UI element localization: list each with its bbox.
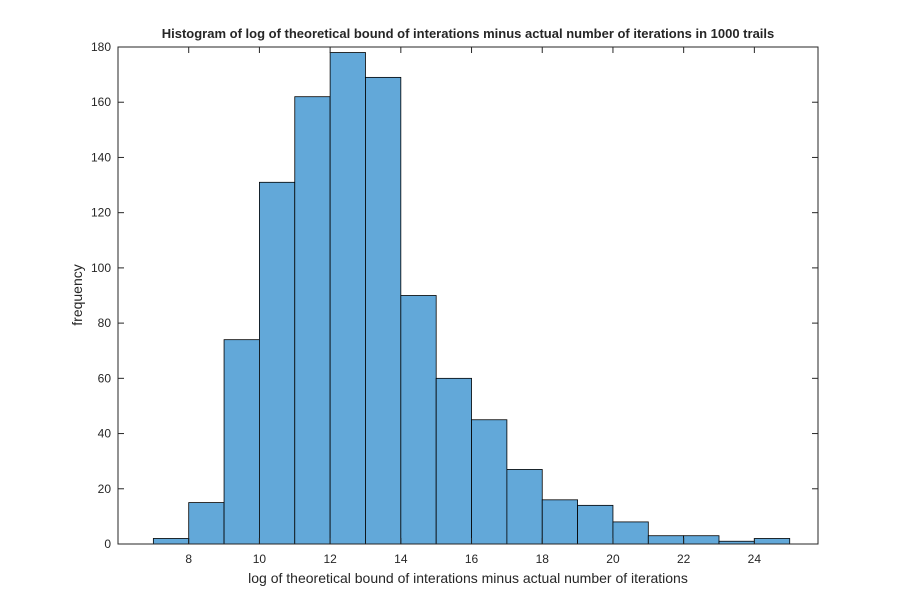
histogram-bar	[471, 419, 508, 545]
plot-frame	[117, 46, 819, 545]
y-tick-label: 60	[98, 371, 112, 385]
x-tick-label: 16	[465, 552, 479, 566]
x-tick-label: 8	[185, 552, 192, 566]
x-axis-ticks: 8 10 12 14 16 18 20 22 24	[185, 47, 761, 566]
histogram-bar	[541, 499, 578, 545]
x-tick-label: 22	[677, 552, 691, 566]
histogram-bar	[259, 181, 296, 545]
histogram-bar	[683, 535, 720, 545]
y-tick-label: 140	[91, 150, 111, 164]
histogram-bar	[577, 504, 614, 545]
bars-group	[152, 52, 791, 545]
histogram-bar	[400, 295, 437, 545]
histogram-bar	[152, 538, 190, 545]
y-tick-label: 20	[98, 482, 112, 496]
histogram-bar	[647, 535, 685, 545]
x-tick-label: 24	[748, 552, 762, 566]
y-axis-label: frequency	[69, 264, 85, 325]
y-tick-label: 40	[98, 427, 112, 441]
y-tick-label: 0	[104, 537, 111, 551]
histogram-bar	[294, 96, 331, 545]
histogram-bar	[435, 377, 472, 545]
chart-title: Histogram of log of theoretical bound of…	[162, 26, 775, 41]
x-axis-label: log of theoretical bound of interations …	[248, 570, 688, 586]
histogram-bar	[612, 521, 649, 545]
x-tick-label: 14	[394, 552, 408, 566]
x-tick-label: 18	[536, 552, 550, 566]
x-tick-label: 20	[606, 552, 620, 566]
y-tick-label: 120	[91, 206, 111, 220]
histogram-bar	[329, 52, 366, 545]
y-axis-ticks: 0 20 40 60 80 100 120 140 160 180	[91, 40, 818, 551]
histogram-bar	[753, 538, 791, 545]
histogram-bar	[223, 339, 260, 545]
y-tick-label: 160	[91, 95, 111, 109]
x-tick-label: 12	[323, 552, 337, 566]
histogram-bar	[506, 469, 543, 545]
histogram-bar	[365, 76, 402, 545]
y-tick-label: 100	[91, 261, 111, 275]
y-tick-label: 180	[91, 40, 111, 54]
x-tick-label: 10	[253, 552, 267, 566]
y-tick-label: 80	[98, 316, 112, 330]
histogram-bar	[188, 502, 225, 545]
